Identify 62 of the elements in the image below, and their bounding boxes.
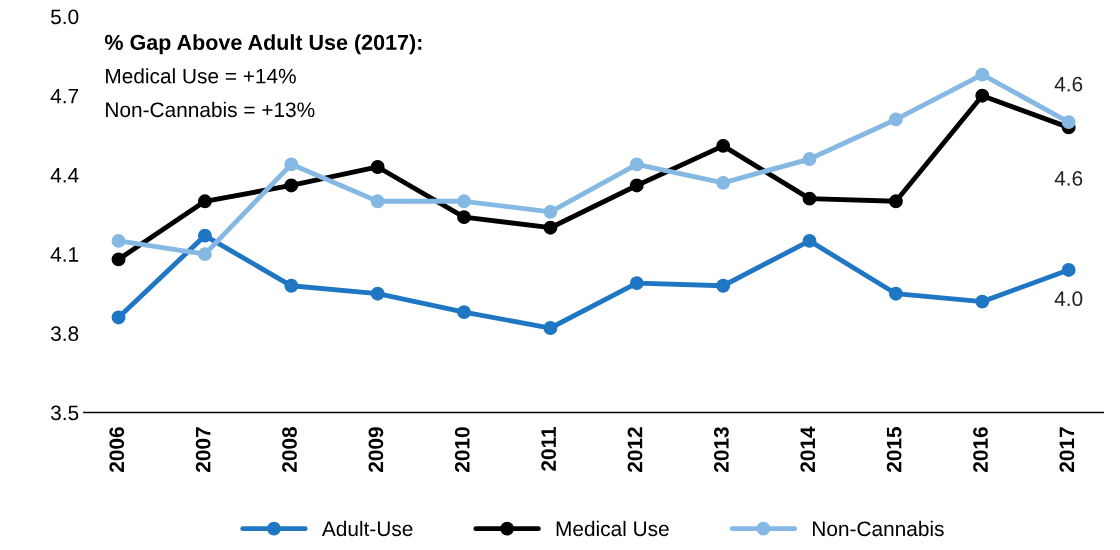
point bbox=[802, 233, 817, 248]
point bbox=[284, 178, 299, 193]
point bbox=[457, 210, 471, 225]
x-tick-label: 2009 bbox=[368, 427, 384, 473]
x-tick-label: 2010 bbox=[454, 427, 470, 473]
point bbox=[543, 220, 558, 235]
x-tick-label: 2016 bbox=[973, 427, 988, 473]
point bbox=[716, 138, 731, 153]
point bbox=[975, 294, 990, 309]
point bbox=[457, 194, 471, 209]
point bbox=[629, 178, 644, 193]
data-label: 4.6 bbox=[1054, 171, 1083, 186]
legend-label: Medical Use bbox=[556, 520, 669, 537]
legend-label: Adult-Use bbox=[321, 520, 413, 537]
point bbox=[716, 175, 731, 190]
x-tick-label: 2007 bbox=[195, 427, 211, 473]
point bbox=[975, 88, 990, 103]
point bbox=[284, 157, 299, 172]
x-tick-label: 2011 bbox=[541, 426, 557, 471]
y-tick-label: 3.5 bbox=[50, 405, 79, 421]
point bbox=[543, 321, 558, 335]
x-tick-label: 2017 bbox=[1059, 427, 1075, 473]
annotation: % Gap Above Adult Use (2017): bbox=[104, 34, 422, 55]
point bbox=[1061, 262, 1076, 277]
point bbox=[197, 247, 212, 262]
y-tick-label: 4.1 bbox=[50, 247, 79, 262]
point bbox=[975, 67, 990, 82]
point bbox=[888, 286, 903, 301]
point bbox=[802, 152, 817, 167]
point bbox=[888, 194, 903, 209]
point bbox=[716, 278, 731, 293]
x-tick-label: 2015 bbox=[886, 426, 902, 473]
x-tick-label: 2008 bbox=[282, 427, 297, 473]
point bbox=[111, 233, 126, 248]
x-tick-label: 2012 bbox=[627, 427, 643, 473]
point bbox=[111, 252, 126, 267]
point bbox=[284, 278, 299, 293]
point bbox=[543, 204, 558, 219]
point bbox=[197, 228, 212, 243]
y-tick-label: 3.8 bbox=[50, 326, 79, 342]
legend-label: Non-Cannabis bbox=[813, 520, 944, 537]
point bbox=[457, 305, 471, 320]
y-tick-label: 5.0 bbox=[51, 9, 79, 25]
point bbox=[370, 160, 385, 174]
point bbox=[370, 194, 385, 209]
annotation: Medical Use = +14% bbox=[106, 68, 296, 84]
y-tick-label: 4.4 bbox=[50, 168, 79, 183]
x-tick-label: 2013 bbox=[714, 427, 729, 473]
data-label: 4.0 bbox=[1054, 291, 1083, 307]
data-label: 4.6 bbox=[1054, 76, 1083, 92]
annotation: Non-Cannabis = +13% bbox=[106, 101, 315, 118]
point bbox=[802, 191, 817, 206]
point bbox=[1061, 115, 1076, 130]
point bbox=[888, 112, 903, 127]
x-tick-label: 2006 bbox=[109, 427, 125, 473]
point bbox=[370, 286, 385, 301]
x-tick-label: 2014 bbox=[800, 426, 816, 473]
point bbox=[629, 157, 644, 172]
point bbox=[111, 310, 126, 325]
y-tick-label: 4.7 bbox=[50, 88, 79, 104]
point bbox=[629, 276, 644, 291]
point bbox=[197, 194, 212, 209]
